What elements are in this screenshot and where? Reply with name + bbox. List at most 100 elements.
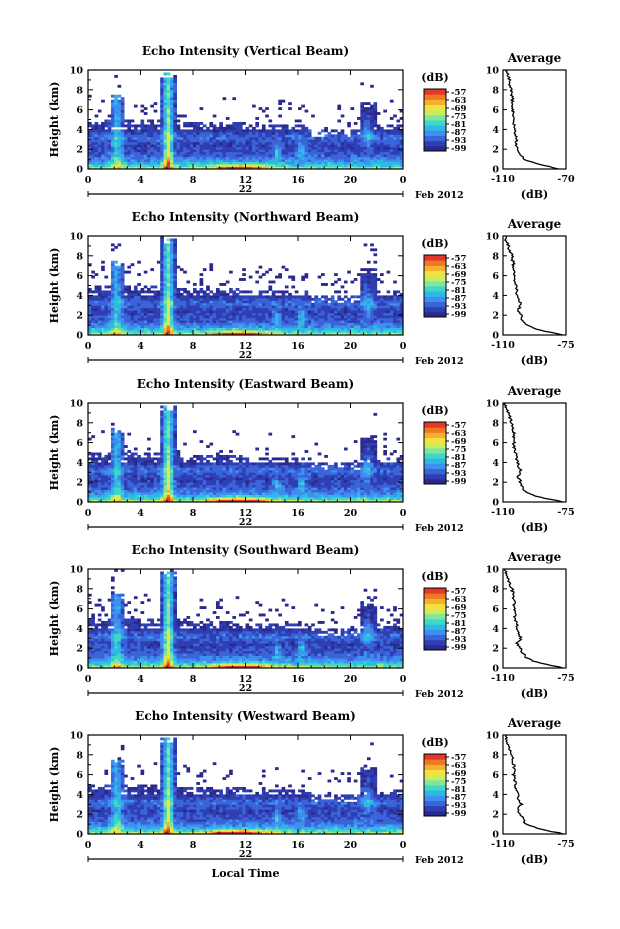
- heatmap-cell: [91, 136, 95, 140]
- heatmap-cell: [163, 330, 168, 333]
- heatmap-cell: [320, 295, 325, 299]
- heatmap-cell: [202, 464, 207, 468]
- heatmap-cell: [396, 325, 401, 328]
- heatmap-cell: [163, 459, 168, 463]
- heatmap-cell: [363, 320, 368, 324]
- heatmap-cell: [173, 325, 177, 328]
- y-tick-label: 4: [76, 291, 83, 302]
- heatmap-cell: [275, 317, 279, 321]
- heatmap-cell: [353, 161, 358, 165]
- heatmap-cell: [265, 134, 269, 138]
- heatmap-cell: [383, 315, 387, 319]
- heatmap-cell: [117, 307, 122, 311]
- heatmap-cell: [330, 141, 335, 145]
- heatmap-cell: [140, 467, 145, 471]
- heatmap-cell: [393, 154, 397, 158]
- heatmap-cell: [199, 300, 204, 304]
- heatmap-cell: [133, 467, 138, 471]
- heatmap-cell: [383, 325, 387, 328]
- heatmap-cell: [143, 479, 148, 483]
- heatmap-cell: [366, 325, 371, 328]
- heatmap-cell: [117, 497, 122, 500]
- heatmap-cell: [366, 268, 371, 272]
- heatmap-cell: [261, 305, 266, 309]
- heatmap-cell: [88, 487, 92, 491]
- heatmap-cell: [133, 499, 138, 503]
- heatmap-cell: [147, 141, 151, 145]
- heatmap-cell: [311, 305, 315, 309]
- heatmap-cell: [156, 295, 161, 299]
- heatmap-cell: [370, 290, 374, 294]
- heatmap-cell: [396, 149, 401, 153]
- heatmap-cell: [206, 297, 210, 301]
- heatmap-cell: [133, 459, 138, 463]
- heatmap-cell: [383, 144, 387, 148]
- heatmap-cell: [196, 302, 200, 306]
- heatmap-cell: [153, 290, 158, 294]
- heatmap-cell: [91, 300, 95, 304]
- heatmap-cell: [357, 300, 361, 304]
- heatmap-cell: [327, 297, 332, 301]
- heatmap-cell: [199, 330, 204, 333]
- heatmap-cell: [232, 134, 237, 138]
- heatmap-cell: [179, 139, 184, 143]
- heatmap-cell: [380, 144, 384, 148]
- heatmap-cell: [219, 492, 223, 495]
- heatmap-cell: [268, 129, 273, 133]
- heatmap-cell: [284, 136, 289, 140]
- heatmap-cell: [114, 275, 118, 279]
- heatmap-cell: [110, 156, 115, 160]
- heatmap-cell: [265, 129, 269, 133]
- heatmap-cell: [166, 124, 171, 128]
- heatmap-cell: [114, 139, 118, 143]
- heatmap-cell: [209, 268, 214, 272]
- heatmap-cell: [117, 273, 122, 277]
- heatmap-cell: [196, 121, 200, 125]
- heatmap-cell: [363, 134, 368, 138]
- heatmap-cell: [183, 136, 187, 140]
- heatmap-cell: [91, 435, 95, 439]
- heatmap-cell: [156, 144, 161, 148]
- heatmap-cell: [225, 315, 230, 319]
- heatmap-cell: [179, 159, 184, 162]
- heatmap-cell: [166, 430, 171, 434]
- heatmap-cell: [209, 297, 214, 301]
- heatmap-cell: [117, 447, 122, 451]
- heatmap-cell: [209, 322, 214, 326]
- heatmap-cell: [133, 129, 138, 133]
- x-tick-label: 8: [190, 175, 197, 186]
- heatmap-cell: [396, 330, 401, 333]
- heatmap-cell: [350, 161, 355, 165]
- heatmap-cell: [396, 134, 401, 138]
- heatmap-cell: [373, 154, 378, 158]
- heatmap-cell: [186, 295, 191, 299]
- heatmap-cell: [160, 427, 164, 431]
- heatmap-cell: [393, 305, 397, 309]
- heatmap-cell: [373, 295, 378, 299]
- heatmap-cell: [176, 332, 181, 336]
- heatmap-cell: [147, 452, 151, 456]
- heatmap-cell: [176, 154, 181, 158]
- heatmap-cell: [209, 161, 214, 165]
- heatmap-cell: [252, 131, 256, 135]
- heatmap-cell: [166, 283, 171, 286]
- colorbar-swatch: [424, 145, 446, 152]
- heatmap-cell: [140, 469, 145, 473]
- heatmap-cell: [324, 149, 328, 153]
- heatmap-cell: [265, 297, 269, 301]
- heatmap-cell: [366, 273, 371, 277]
- heatmap-cell: [91, 452, 95, 456]
- heatmap-cell: [245, 320, 250, 324]
- heatmap-cell: [91, 156, 95, 160]
- heatmap-cell: [291, 126, 296, 130]
- heatmap-cell: [215, 467, 220, 471]
- colorbar-tick-label: -99: [451, 144, 466, 154]
- heatmap-cell: [324, 320, 328, 324]
- heatmap-cell: [170, 79, 174, 83]
- colorbar-tick-label: -75: [451, 278, 466, 288]
- heatmap-cell: [265, 154, 269, 158]
- heatmap-cell: [376, 310, 381, 314]
- heatmap-cell: [278, 273, 282, 277]
- heatmap-cell: [156, 136, 161, 140]
- heatmap-cell: [389, 164, 394, 167]
